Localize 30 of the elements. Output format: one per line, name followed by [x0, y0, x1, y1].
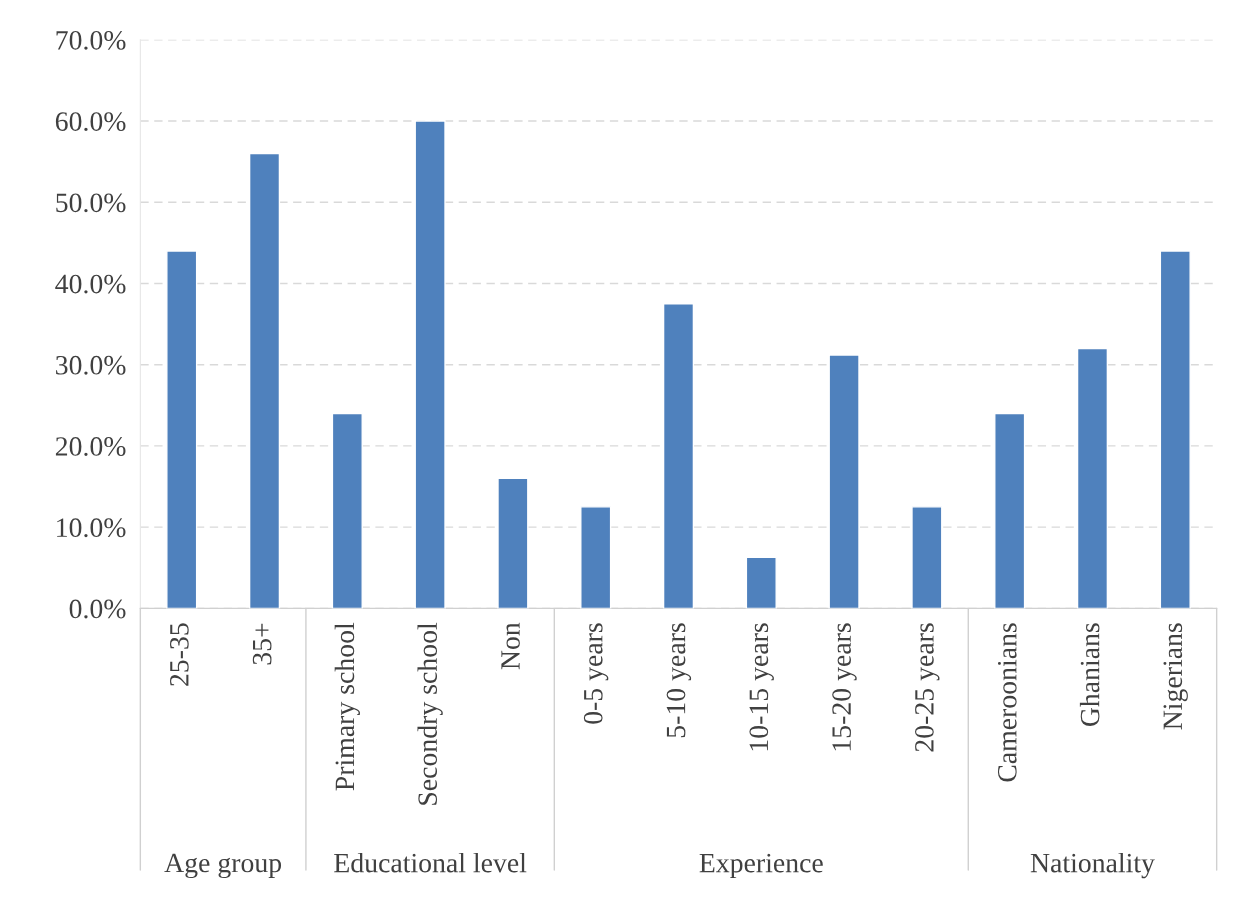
x-axis-title: Age group [164, 853, 282, 879]
x-tick-label: Ghanians [1079, 623, 1100, 727]
y-tick-label: 0.0% [69, 599, 126, 619]
x-tick-label: 15-20 years [832, 623, 857, 751]
x-tick-label: 5-10 years [666, 623, 692, 738]
x-axis-title: Experience [699, 853, 823, 879]
bar [580, 506, 612, 609]
x-tick-label: 0-5 years [583, 623, 609, 724]
bar [911, 506, 943, 609]
y-tick-label: 20.0% [55, 437, 126, 456]
bar [662, 303, 695, 609]
y-tick-label: 10.0% [57, 518, 126, 538]
y-tick-label: 70.0% [56, 30, 126, 50]
x-tick-label: 35+ [252, 623, 272, 665]
y-tick-label: 40.0% [55, 274, 126, 294]
x-tick-label: Secondry school [417, 622, 443, 805]
y-tick-label: 60.0% [55, 112, 126, 132]
x-tick-label: 25-35 [170, 623, 189, 686]
x-tick-label: 10-15 years [749, 623, 774, 751]
x-axis-title: Nationality [1030, 852, 1155, 879]
bar [745, 556, 777, 609]
y-tick-label: 50.0% [56, 193, 126, 213]
x-tick-label: Cameroonians [997, 623, 1017, 782]
x-tick-label: Nigerians [1163, 623, 1188, 730]
x-tick-label: Non [501, 622, 520, 670]
x-tick-label: Primary school [334, 622, 360, 791]
y-tick-label: 30.0% [56, 355, 126, 375]
x-axis-title: Educational level [334, 852, 527, 873]
bar [828, 354, 860, 609]
x-tick-label: 20-25 years [915, 623, 940, 752]
